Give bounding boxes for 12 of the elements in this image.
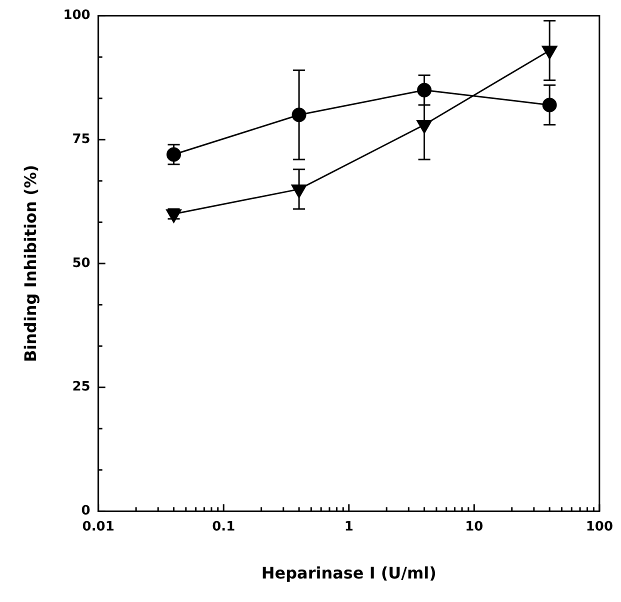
y-tick-label: 50 bbox=[72, 256, 90, 271]
x-tick-label: 0.1 bbox=[212, 519, 236, 534]
x-tick-label: 100 bbox=[586, 519, 613, 534]
x-tick-label: 0.01 bbox=[82, 519, 114, 534]
x-tick-label: 10 bbox=[465, 519, 484, 534]
y-tick-label: 75 bbox=[72, 132, 90, 148]
y-tick-label: 0 bbox=[81, 504, 90, 519]
y-tick-label: 100 bbox=[63, 8, 90, 24]
y-tick-label: 25 bbox=[72, 380, 90, 395]
x-axis-title: Heparinase I (U/ml) bbox=[261, 564, 436, 583]
x-tick-label: 1 bbox=[344, 519, 354, 534]
y-axis-title: Binding Inhibition (%) bbox=[20, 164, 40, 362]
